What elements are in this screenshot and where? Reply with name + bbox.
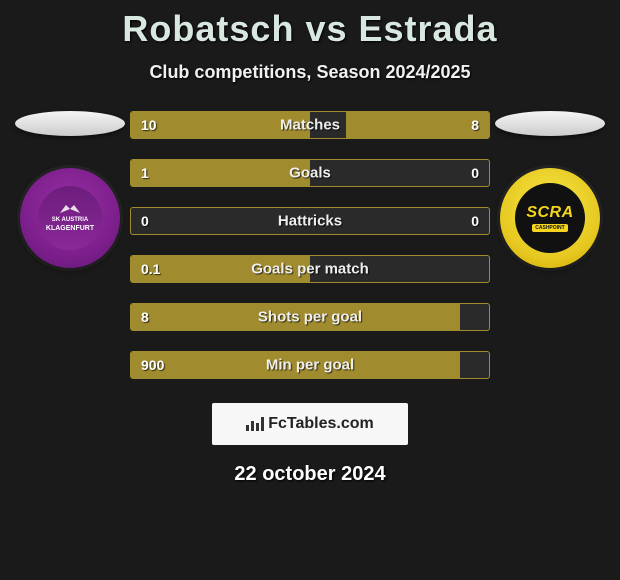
bar-value-right: 0	[471, 213, 479, 229]
comparison-bars: 108Matches10Goals00Hattricks0.1Goals per…	[130, 111, 490, 379]
bar-row: 8 Shots per goal	[130, 303, 490, 331]
bar-value-left: 8	[141, 309, 149, 325]
page-title: Robatsch vs Estrada	[0, 0, 620, 50]
eagle-icon	[58, 203, 82, 217]
date-text: 22 october 2024	[0, 463, 620, 486]
club-left-line2: KLAGENFURT	[46, 225, 94, 233]
right-side: SCRA CASHPOINT	[490, 111, 610, 268]
bar-value-left: 0.1	[141, 261, 160, 277]
bar-value-left: 900	[141, 357, 164, 373]
player-silhouette-left	[15, 111, 125, 136]
bar-fill-right	[346, 112, 489, 138]
main-row: SK AUSTRIA KLAGENFURT 108Matches10Goals0…	[0, 111, 620, 379]
comparison-infographic: Robatsch vs Estrada Club competitions, S…	[0, 0, 620, 580]
subtitle: Club competitions, Season 2024/2025	[0, 62, 620, 83]
bar-label: Min per goal	[266, 357, 354, 374]
bar-label: Goals	[289, 165, 331, 182]
club-right-sub: CASHPOINT	[532, 224, 567, 232]
club-badge-right-inner: SCRA CASHPOINT	[515, 183, 585, 253]
bar-value-right: 0	[471, 165, 479, 181]
bar-row: 10 8 Matches	[130, 111, 490, 139]
bar-value-left: 0	[141, 213, 149, 229]
bar-row: 1 0 Goals	[130, 159, 490, 187]
bars-icon	[246, 417, 264, 431]
bar-row: 900 Min per goal	[130, 351, 490, 379]
club-badge-left-inner: SK AUSTRIA KLAGENFURT	[38, 186, 102, 250]
bar-value-left: 1	[141, 165, 149, 181]
brand-box: FcTables.com	[212, 403, 408, 445]
bar-label: Shots per goal	[258, 309, 362, 326]
bar-label: Matches	[280, 117, 340, 134]
player-silhouette-right	[495, 111, 605, 136]
bar-value-right: 8	[471, 117, 479, 133]
club-left-line1: SK AUSTRIA	[52, 217, 88, 224]
bar-row: 0 0 Hattricks	[130, 207, 490, 235]
bar-value-left: 10	[141, 117, 157, 133]
bar-fill-left	[131, 160, 310, 186]
club-right-text: SCRA	[526, 204, 573, 222]
club-badge-right: SCRA CASHPOINT	[500, 168, 600, 268]
club-badge-left: SK AUSTRIA KLAGENFURT	[20, 168, 120, 268]
bar-row: 0.1 Goals per match	[130, 255, 490, 283]
bar-label: Goals per match	[251, 261, 369, 278]
brand-text: FcTables.com	[268, 415, 374, 433]
bar-label: Hattricks	[278, 213, 342, 230]
left-side: SK AUSTRIA KLAGENFURT	[10, 111, 130, 268]
